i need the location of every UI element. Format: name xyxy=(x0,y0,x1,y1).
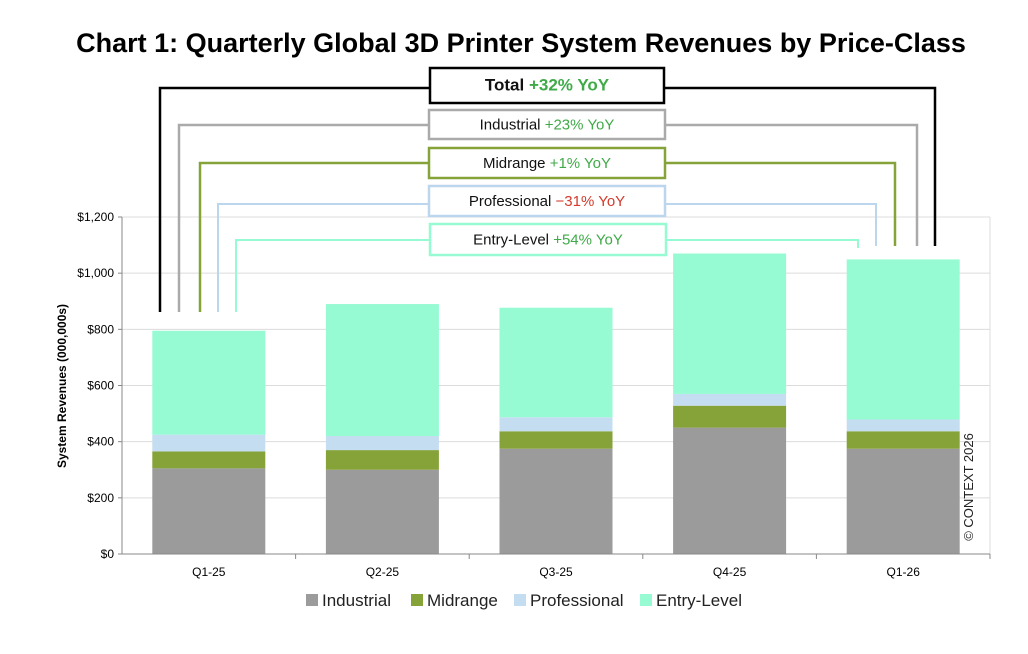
callout-bracket-left xyxy=(217,203,429,312)
legend-label: Professional xyxy=(530,591,624,610)
bar-segment-industrial xyxy=(499,448,613,554)
legend-swatch xyxy=(514,594,526,606)
yoy-callout-total: Total +32% YoY xyxy=(158,66,937,312)
callout-box xyxy=(427,146,667,180)
bar-segment-industrial xyxy=(846,448,960,554)
bar-segment-professional xyxy=(846,419,960,432)
callout-label: Entry-Level xyxy=(473,232,553,249)
bar-segment-professional xyxy=(499,417,613,432)
y-tick-label: $600 xyxy=(87,379,114,393)
callout-change: +1% YoY xyxy=(550,155,611,172)
legend-swatch xyxy=(640,594,652,606)
callout-label: Professional xyxy=(469,193,556,210)
callout-change: +32% YoY xyxy=(529,76,610,95)
callout-box xyxy=(427,184,667,218)
x-tick-label: Q1-26 xyxy=(887,565,921,579)
yoy-callout-industrial: Industrial +23% YoY xyxy=(177,108,919,312)
bar-segment-professional xyxy=(673,393,787,406)
y-tick-label: $1,200 xyxy=(77,210,114,224)
callout-bracket-left xyxy=(177,123,429,312)
callout-text: Industrial +23% YoY xyxy=(480,117,615,134)
legend: Industrial Midrange Professional Entry-Leve… xyxy=(306,591,742,610)
callout-text: Total +32% YoY xyxy=(485,76,610,95)
callout-bracket-right xyxy=(665,161,897,246)
bar-segment-entry-level xyxy=(673,253,787,394)
bar-segment-midrange xyxy=(673,405,787,428)
callout-text: Entry-Level +54% YoY xyxy=(473,232,623,249)
callout-bracket-right xyxy=(665,203,877,246)
callout-change: +54% YoY xyxy=(553,232,623,249)
bar-layer xyxy=(152,253,960,554)
callout-box xyxy=(427,108,667,141)
legend-swatch xyxy=(306,594,318,606)
callout-bracket-right xyxy=(666,239,859,248)
callout-bracket-right xyxy=(665,123,919,246)
bar-segment-industrial xyxy=(152,468,266,554)
axis-layer: $0 $200 $400 $600 $800 $1,000 $1,200 Q1-25 Q2-25… xyxy=(77,210,991,579)
callout-box xyxy=(428,222,668,257)
bar-segment-midrange xyxy=(499,431,613,449)
callout-layer: Total +32% YoY Industrial +23% YoY Midrang… xyxy=(158,66,937,312)
chart-title: Chart 1: Quarterly Global 3D Printer Sys… xyxy=(76,28,966,58)
x-tick-label: Q3-25 xyxy=(539,565,573,579)
callout-bracket-left xyxy=(235,239,430,312)
callout-text: Midrange +1% YoY xyxy=(483,155,611,172)
callout-change: −31% YoY xyxy=(556,193,626,210)
bar-segment-industrial xyxy=(325,469,439,554)
y-axis-label: System Revenues (000,000s) xyxy=(55,304,69,468)
callout-label: Total xyxy=(485,76,529,95)
legend-label: Midrange xyxy=(427,591,498,610)
legend-swatch xyxy=(411,594,423,606)
bar-segment-midrange xyxy=(325,450,439,470)
legend-label: Industrial xyxy=(322,591,391,610)
callout-change: +23% YoY xyxy=(545,117,615,134)
x-tick-label: Q1-25 xyxy=(192,565,226,579)
yoy-callout-professional: Professional −31% YoY xyxy=(217,184,877,312)
callout-label: Industrial xyxy=(480,117,545,134)
x-tick-label: Q4-25 xyxy=(713,565,747,579)
y-tick-label: $800 xyxy=(87,322,114,336)
bar-segment-entry-level xyxy=(499,307,613,418)
legend-item-entry-level: Entry-Level xyxy=(640,591,742,610)
bar-segment-midrange xyxy=(846,431,960,449)
yoy-callout-midrange: Midrange +1% YoY xyxy=(198,146,897,312)
copyright-text: © CONTEXT 2026 xyxy=(961,433,976,541)
bar-segment-entry-level xyxy=(152,330,266,435)
bar-segment-professional xyxy=(325,436,439,451)
x-tick-label: Q2-25 xyxy=(366,565,400,579)
legend-item-industrial: Industrial xyxy=(306,591,391,610)
y-tick-label: $200 xyxy=(87,491,114,505)
legend-label: Entry-Level xyxy=(656,591,742,610)
bar-segment-professional xyxy=(152,434,266,452)
callout-bracket-left xyxy=(198,161,429,312)
bar-segment-entry-level xyxy=(846,259,960,420)
y-tick-label: $0 xyxy=(101,547,115,561)
yoy-callout-entry-level: Entry-Level +54% YoY xyxy=(235,222,859,312)
y-tick-label: $400 xyxy=(87,435,114,449)
bar-segment-entry-level xyxy=(325,304,439,437)
legend-item-midrange: Midrange xyxy=(411,591,498,610)
callout-box xyxy=(428,66,666,105)
callout-label: Midrange xyxy=(483,155,550,172)
callout-bracket-right xyxy=(664,86,937,246)
y-tick-label: $1,000 xyxy=(77,266,114,280)
bar-segment-midrange xyxy=(152,451,266,469)
legend-item-professional: Professional xyxy=(514,591,624,610)
callout-text: Professional −31% YoY xyxy=(469,193,625,210)
bar-segment-industrial xyxy=(673,427,787,554)
callout-bracket-left xyxy=(158,86,430,312)
